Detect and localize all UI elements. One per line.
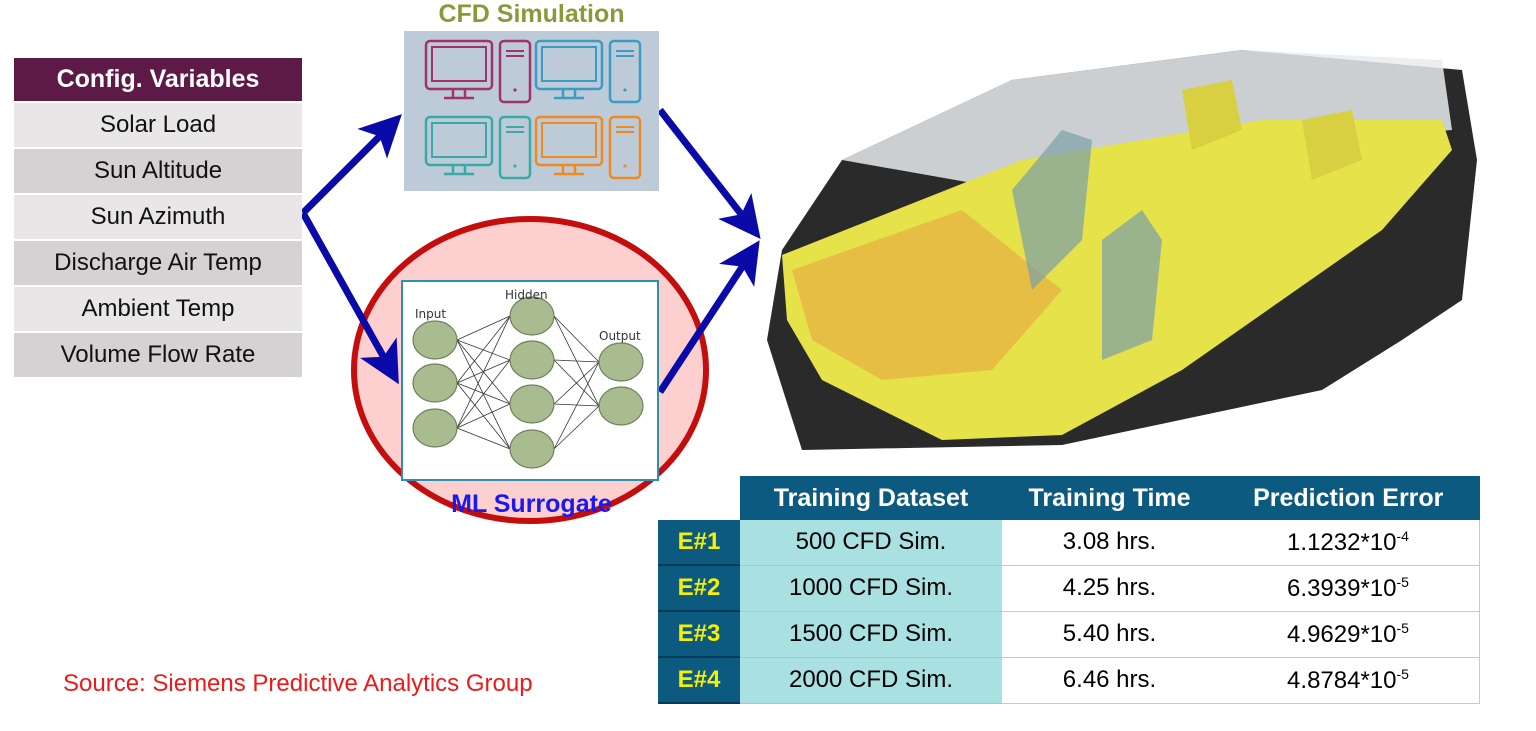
tower-pc-icon (608, 115, 642, 180)
prediction-error: 6.3939*10-5 (1217, 565, 1480, 612)
config-variable: Sun Azimuth (14, 195, 302, 239)
col-training-time: Training Time (1002, 476, 1217, 520)
table-row: E#4 2000 CFD Sim. 6.46 hrs. 4.8784*10-5 (658, 657, 1480, 704)
experiment-id: E#2 (658, 565, 740, 612)
table-row: E#1 500 CFD Sim. 3.08 hrs. 1.1232*10-4 (658, 520, 1480, 566)
monitor-icon (534, 39, 604, 100)
table-row: E#3 1500 CFD Sim. 5.40 hrs. 4.9629*10-5 (658, 611, 1480, 658)
nn-connection (553, 359, 600, 363)
nn-connection (456, 315, 511, 384)
config-variable: Solar Load (14, 103, 302, 147)
nn-connection (456, 427, 511, 450)
nn-neuron (412, 408, 458, 448)
config-header: Config. Variables (14, 58, 302, 101)
training-time: 6.46 hrs. (1002, 657, 1217, 704)
experiment-id: E#3 (658, 611, 740, 658)
config-variable: Volume Flow Rate (14, 333, 302, 377)
nn-neuron (598, 342, 644, 382)
tower-pc-icon (498, 115, 532, 180)
training-dataset: 1000 CFD Sim. (740, 565, 1002, 612)
nn-neuron (509, 340, 555, 380)
col-prediction-error: Prediction Error (1217, 476, 1480, 520)
training-time: 4.25 hrs. (1002, 565, 1217, 612)
neural-network-diagram: Input Hidden Output (401, 280, 659, 481)
results-header-row: Training Dataset Training Time Predictio… (658, 476, 1480, 520)
arrow-cfd-to-result (657, 107, 761, 240)
prediction-error: 4.8784*10-5 (1217, 657, 1480, 704)
nn-connection (553, 315, 600, 363)
tower-pc-icon (608, 39, 642, 104)
arrow-to-ml (299, 211, 399, 385)
training-dataset: 1500 CFD Sim. (740, 611, 1002, 658)
nn-neuron (509, 429, 555, 469)
nn-neuron (509, 384, 555, 424)
prediction-error: 1.1232*10-4 (1217, 520, 1480, 566)
nn-connection (456, 315, 511, 429)
config-variables-table: Config. Variables Solar Load Sun Altitud… (14, 58, 302, 377)
source-note: Source: Siemens Predictive Analytics Gro… (63, 670, 533, 697)
nn-connection (553, 361, 600, 450)
config-rows: Solar Load Sun Altitude Sun Azimuth Disc… (14, 103, 302, 377)
tower-pc-icon (498, 39, 532, 104)
prediction-error: 4.9629*10-5 (1217, 611, 1480, 658)
arrow-ml-to-result (657, 240, 760, 394)
nn-label-hidden: Hidden (505, 288, 548, 302)
arrow-to-cfd (300, 114, 402, 216)
experiment-id: E#4 (658, 657, 740, 704)
monitor-icon (424, 115, 494, 176)
monitor-icon (534, 115, 604, 176)
config-variable: Ambient Temp (14, 287, 302, 331)
ml-surrogate-title: ML Surrogate (451, 490, 612, 518)
nn-connection (456, 403, 511, 429)
experiment-id: E#1 (658, 520, 740, 566)
nn-connection (553, 361, 600, 405)
nn-connection (553, 405, 600, 450)
training-time: 5.40 hrs. (1002, 611, 1217, 658)
nn-connection (456, 359, 511, 429)
nn-neuron (598, 386, 644, 426)
config-variable: Sun Altitude (14, 149, 302, 193)
training-time: 3.08 hrs. (1002, 520, 1217, 566)
table-row: E#2 1000 CFD Sim. 4.25 hrs. 6.3939*10-5 (658, 565, 1480, 612)
training-dataset: 2000 CFD Sim. (740, 657, 1002, 704)
config-variable: Discharge Air Temp (14, 241, 302, 285)
cfd-computers-panel (404, 31, 659, 191)
training-results-table: Training Dataset Training Time Predictio… (658, 476, 1480, 704)
computers-illustration (424, 39, 642, 180)
nn-neuron (412, 320, 458, 360)
col-training-dataset: Training Dataset (740, 476, 1002, 520)
nn-label-input: Input (415, 307, 446, 321)
nn-connection (456, 315, 511, 341)
nn-neuron (412, 363, 458, 403)
cfd-simulation-title: CFD Simulation (438, 0, 625, 28)
nn-label-output: Output (599, 329, 641, 343)
car-cabin-thermal-simulation-image (767, 50, 1477, 450)
monitor-icon (424, 39, 494, 100)
nn-neuron (509, 296, 555, 336)
training-dataset: 500 CFD Sim. (740, 520, 1002, 566)
